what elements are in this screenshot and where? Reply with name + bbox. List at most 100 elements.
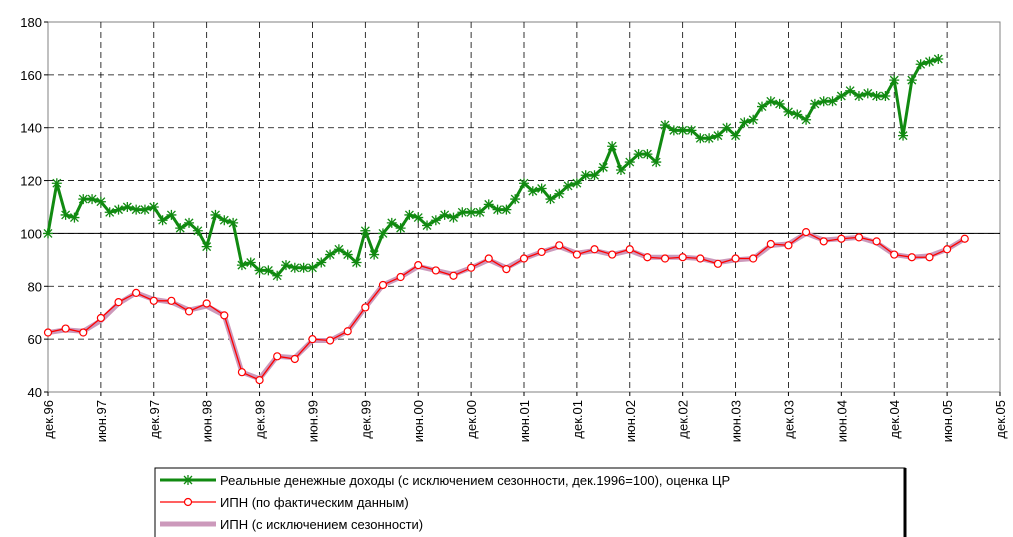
point — [79, 328, 88, 337]
point — [766, 239, 775, 249]
point — [774, 98, 785, 109]
point — [430, 215, 441, 226]
point — [43, 328, 53, 337]
y-tick-label: 120 — [20, 174, 42, 189]
point — [439, 209, 450, 220]
point — [819, 237, 828, 246]
point — [907, 253, 916, 262]
x-tick-label: дек.97 — [147, 400, 162, 439]
point — [343, 327, 352, 336]
point — [166, 209, 177, 220]
point — [201, 241, 212, 252]
point — [404, 209, 415, 220]
point — [527, 186, 538, 197]
point — [149, 296, 158, 305]
point — [202, 299, 211, 308]
point — [386, 217, 397, 228]
point — [378, 280, 388, 290]
x-tick-label: дек.02 — [676, 400, 691, 439]
point — [96, 313, 105, 323]
x-tick-label: дек.96 — [41, 400, 56, 439]
point — [757, 101, 767, 112]
x-tick-label: июн.01 — [517, 400, 532, 442]
point — [748, 114, 759, 125]
point — [131, 204, 142, 215]
point — [183, 475, 193, 485]
point — [749, 254, 758, 263]
point — [61, 324, 70, 333]
point — [809, 98, 820, 109]
point — [492, 204, 503, 215]
point — [765, 96, 776, 107]
point — [272, 270, 283, 281]
point — [853, 91, 864, 101]
point — [580, 170, 591, 181]
point — [43, 228, 53, 239]
point — [192, 225, 203, 236]
point — [608, 250, 617, 259]
point — [377, 228, 388, 239]
x-tick-label: июн.00 — [411, 400, 426, 442]
point — [712, 130, 723, 141]
point — [175, 223, 186, 234]
point — [184, 307, 194, 316]
point — [113, 204, 124, 215]
point — [642, 149, 653, 160]
point — [255, 376, 264, 385]
x-tick-label: июн.99 — [305, 400, 320, 442]
point — [395, 223, 406, 234]
point — [783, 106, 794, 117]
point — [598, 162, 609, 173]
point — [501, 204, 512, 215]
point — [695, 133, 706, 144]
point — [139, 204, 150, 215]
point — [467, 263, 476, 272]
point — [184, 217, 195, 228]
y-tick-label: 100 — [20, 226, 42, 241]
x-tick-label: дек.03 — [781, 400, 796, 439]
point — [924, 56, 935, 67]
point — [308, 335, 317, 344]
x-tick-label: июн.04 — [834, 400, 849, 442]
point — [880, 91, 891, 101]
point — [228, 217, 239, 228]
point — [157, 215, 168, 226]
point — [862, 88, 873, 99]
point — [872, 237, 881, 246]
x-tick-label: дек.98 — [253, 400, 268, 439]
point — [607, 141, 618, 152]
point — [104, 207, 115, 218]
point — [537, 247, 546, 257]
point — [122, 202, 133, 212]
point — [237, 368, 247, 377]
y-tick-label: 180 — [20, 15, 42, 30]
point — [148, 202, 159, 212]
point — [502, 265, 511, 274]
point — [69, 212, 80, 223]
point — [677, 125, 688, 136]
point — [925, 253, 934, 262]
point — [273, 352, 282, 361]
point — [624, 157, 635, 168]
point — [236, 260, 247, 271]
x-tick-label: июн.97 — [94, 400, 109, 442]
point — [361, 303, 370, 312]
point — [360, 225, 371, 236]
y-tick-label: 40 — [28, 385, 42, 400]
point — [854, 233, 864, 242]
x-tick-label: июн.98 — [200, 400, 215, 442]
point — [87, 194, 98, 205]
point — [519, 178, 529, 189]
point — [555, 241, 564, 250]
point — [396, 272, 405, 282]
point — [474, 207, 485, 218]
point — [290, 354, 299, 364]
point — [210, 209, 221, 220]
x-tick-label: дек.99 — [358, 400, 373, 439]
point — [483, 199, 494, 210]
point — [590, 245, 599, 254]
legend-label: Реальные денежные доходы (с исключением … — [220, 473, 730, 488]
point — [660, 254, 670, 263]
point — [167, 296, 176, 305]
